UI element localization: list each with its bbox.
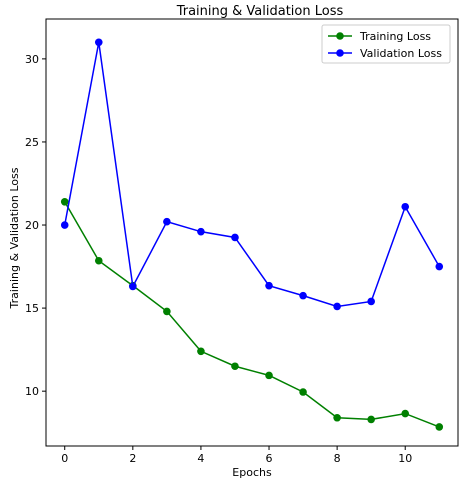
- legend-marker-training-loss: [336, 32, 344, 40]
- y-tick-label: 15: [25, 302, 39, 315]
- data-point-validation-loss: [367, 297, 375, 306]
- chart-title: Training & Validation Loss: [176, 4, 344, 19]
- data-point-validation-loss: [60, 221, 69, 229]
- legend-label-training-loss: Training Loss: [359, 30, 431, 43]
- data-point-validation-loss: [94, 38, 103, 47]
- plot-frame: [45, 18, 459, 447]
- data-point-training-loss: [94, 256, 103, 265]
- data-point-validation-loss: [231, 233, 239, 242]
- data-point-training-loss: [299, 388, 307, 396]
- y-tick-label: 30: [25, 53, 39, 66]
- x-tick-label: 6: [266, 452, 273, 465]
- legend-label-validation-loss: Validation Loss: [360, 47, 442, 60]
- data-point-validation-loss: [197, 227, 205, 236]
- legend-marker-validation-loss: [336, 49, 344, 57]
- data-point-validation-loss: [299, 291, 307, 300]
- data-point-training-loss: [265, 371, 273, 380]
- x-axis-label: Epochs: [232, 466, 272, 479]
- plot-area: 0 2 4 6 8 10 10 15 20 25 30: [25, 18, 459, 465]
- data-point-training-loss: [60, 197, 69, 206]
- data-point-training-loss: [197, 347, 205, 356]
- data-point-training-loss: [231, 362, 239, 371]
- y-tick-label: 10: [25, 385, 39, 398]
- x-tick-label: 8: [334, 452, 341, 465]
- data-point-validation-loss: [435, 262, 444, 271]
- data-point-training-loss: [401, 409, 410, 418]
- x-tick-label: 10: [398, 452, 412, 465]
- data-point-training-loss: [435, 423, 444, 431]
- series-line-validation-loss: [63, 42, 440, 308]
- data-point-validation-loss: [333, 302, 341, 311]
- x-tick-label: 2: [129, 452, 136, 465]
- y-axis-label: Training & Validation Loss: [8, 167, 21, 309]
- data-point-training-loss: [333, 413, 341, 422]
- data-point-validation-loss: [401, 202, 410, 211]
- y-tick-label: 25: [25, 136, 39, 149]
- y-tick-label: 20: [25, 219, 39, 232]
- legend: Training Loss Validation Loss: [321, 24, 451, 64]
- series-line-training-loss: [64, 201, 440, 428]
- data-point-validation-loss: [129, 282, 137, 291]
- data-point-training-loss: [367, 415, 375, 424]
- data-point-validation-loss: [265, 281, 273, 290]
- x-tick-label: 4: [197, 452, 204, 465]
- data-point-validation-loss: [163, 217, 171, 226]
- x-tick-label: 0: [61, 452, 68, 465]
- data-point-training-loss: [163, 307, 171, 316]
- legend-box: [321, 24, 451, 64]
